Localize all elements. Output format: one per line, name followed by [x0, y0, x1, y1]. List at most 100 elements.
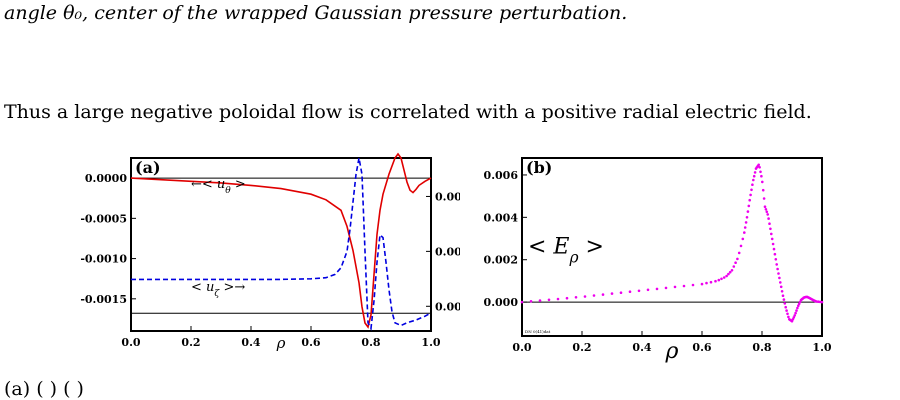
e-rho-point	[793, 314, 796, 317]
x-tick-label: 0.4	[632, 341, 651, 354]
e-rho-point	[780, 290, 784, 293]
e-rho-point	[673, 285, 677, 289]
e-rho-point	[745, 216, 749, 219]
e-rho-point	[785, 309, 788, 312]
x-tick-label: 0.6	[692, 341, 711, 354]
figure-b: 0.0 0.2 0.4 0.6 0.8 1.0 0.006 0.004 0.002 0.000 (b…	[484, 157, 832, 364]
e-rho-point	[794, 311, 797, 315]
e-rho-point	[772, 247, 776, 251]
x-tick-label: 0.0	[121, 336, 140, 349]
e-rho-point	[781, 294, 785, 297]
y-left-tick-label: -0.0010	[80, 253, 127, 266]
e-rho-point	[778, 276, 781, 280]
e-rho-point	[775, 263, 778, 266]
e-rho-point	[705, 281, 708, 285]
e-rho-point	[725, 274, 728, 278]
y-right-tick-label: 0.002	[435, 190, 460, 203]
y-right-tick-label: 0.001	[435, 245, 460, 258]
plot-frame	[521, 157, 823, 337]
e-rho-point	[747, 204, 751, 208]
x-tick-label: 0.6	[301, 336, 320, 349]
e-rho-point	[547, 298, 551, 302]
e-rho-point	[732, 265, 736, 268]
e-rho-point	[770, 237, 774, 241]
e-rho-point	[746, 210, 750, 213]
x-axis-label: ρ	[276, 334, 286, 352]
e-rho-point	[749, 193, 752, 197]
e-rho-point	[655, 287, 659, 291]
e-rho-point	[727, 272, 730, 276]
e-rho-point	[753, 171, 757, 174]
caption-start: (a) ( ) ( )	[4, 378, 84, 400]
y-tick-label: 0.000	[484, 296, 519, 309]
annotation-u-zeta: < uζ >→	[191, 280, 245, 299]
e-rho-point	[714, 279, 717, 283]
e-rho-point	[786, 312, 789, 316]
e-rho-point	[700, 282, 704, 286]
e-rho-point	[777, 272, 780, 275]
y-left-tick-label: -0.0015	[80, 293, 127, 306]
e-rho-point	[783, 302, 787, 305]
e-rho-point	[610, 292, 614, 295]
e-rho-point	[730, 269, 734, 272]
e-rho-point	[760, 174, 763, 178]
e-rho-point	[628, 290, 632, 293]
e-rho-point	[774, 258, 778, 261]
x-tick-label: 0.0	[512, 341, 531, 354]
e-rho-point	[762, 197, 766, 200]
e-rho-point	[820, 300, 824, 304]
y-right-tick-label: 0.00	[435, 300, 460, 313]
e-rho-point	[734, 261, 737, 264]
figure-a: 0.0 0.2 0.4 0.6 0.8 1.0 0.0000 -0.0005 -0.0010 -0…	[80, 152, 460, 352]
e-rho-point	[787, 315, 790, 319]
e-rho-point	[529, 300, 533, 303]
e-rho-point	[709, 280, 713, 284]
e-rho-point	[583, 295, 587, 298]
e-rho-point	[761, 188, 765, 192]
panel-label-b: (b)	[526, 158, 552, 177]
y-tick-label: 0.004	[484, 211, 519, 224]
e-rho-point	[743, 231, 746, 234]
e-rho-point	[750, 188, 753, 192]
caption-fragment: angle θ₀, center of the wrapped Gaussian…	[4, 2, 628, 24]
e-rho-point	[779, 285, 783, 289]
e-rho-point	[782, 298, 786, 301]
e-rho-point	[744, 221, 748, 224]
e-rho-point	[767, 217, 770, 220]
e-rho-point	[748, 198, 751, 202]
x-axis-label: ρ	[665, 339, 679, 364]
e-rho-point	[736, 257, 739, 261]
e-rho-point	[722, 276, 726, 279]
e-rho-point	[574, 296, 578, 299]
e-rho-point	[752, 178, 755, 182]
e-rho-point	[758, 166, 761, 169]
x-tick-label: 0.8	[752, 341, 771, 354]
panel-label-a: (a)	[135, 158, 161, 177]
annotation-u-theta: ←< uθ >	[191, 177, 246, 196]
e-rho-point	[728, 270, 732, 274]
e-rho-point	[792, 316, 796, 319]
x-tick-label: 0.4	[241, 336, 260, 349]
x-tick-label: 0.2	[572, 341, 591, 354]
e-rho-point	[759, 170, 762, 174]
y-left-tick-label: -0.0005	[80, 212, 127, 225]
e-rho-point	[771, 242, 775, 246]
e-rho-point	[757, 163, 760, 167]
e-rho-point	[739, 244, 743, 248]
e-rho-point	[764, 208, 768, 211]
e-rho-point	[601, 293, 605, 296]
e-rho-point	[770, 232, 773, 236]
x-tick-label: 0.2	[181, 336, 200, 349]
e-rho-point	[769, 227, 772, 231]
e-rho-point	[556, 297, 560, 301]
e-rho-point	[743, 226, 747, 229]
x-tick-label: 1.0	[812, 341, 831, 354]
e-rho-point	[773, 252, 777, 256]
e-rho-point	[779, 281, 782, 284]
e-rho-point	[766, 213, 769, 216]
e-rho-point	[592, 294, 596, 297]
y-left-tick-label: 0.0000	[85, 172, 127, 185]
e-rho-point	[691, 283, 695, 287]
e-rho-point	[752, 174, 756, 178]
e-rho-point	[796, 306, 799, 310]
